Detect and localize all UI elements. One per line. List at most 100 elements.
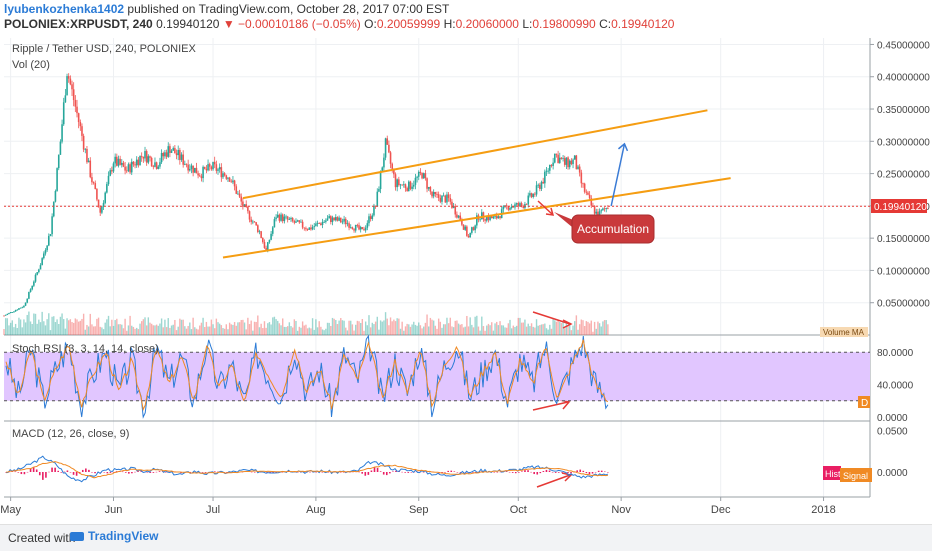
candle-body [281,214,284,222]
candle-body [510,206,513,209]
candle-body [122,162,125,167]
volume-bar [144,317,146,335]
candle-body [424,173,427,179]
volume-bar [411,324,413,335]
volume-bar [209,326,211,335]
volume-bar [117,324,120,335]
volume-bar [69,319,72,335]
volume-bar [607,324,609,335]
volume-bar [552,318,554,335]
histogram-bar [361,472,364,474]
x-tick-label: Sep [409,504,429,516]
candle-body [407,181,410,192]
chart-area[interactable]: Accumulation 0.45000000 0.40000000 0.35000… [0,32,932,524]
candle-body [57,154,60,169]
channel-upper-line[interactable] [242,109,708,200]
candle-body [193,167,196,173]
author-link[interactable]: lyubenkozhenka1402 [4,2,125,16]
volume-bar [378,329,380,335]
volume-bar [157,325,159,335]
volume-bar [155,324,158,335]
volume-bar [260,323,262,335]
tradingview-logo[interactable]: TradingView [70,529,158,543]
candle-body [519,203,521,207]
volume-bar [539,325,541,335]
histogram-bar [370,470,373,472]
volume-decline-arrow[interactable] [532,311,571,325]
candle-body [150,157,153,167]
volume-bar [331,317,334,335]
price-axis[interactable]: 0.45000000 0.40000000 0.35000000 0.30000000… [870,40,930,310]
candle-body [157,166,160,169]
volume-bar [185,328,188,335]
histogram-bar [20,472,23,475]
macd-axis[interactable]: 0.0500 0.0000 [877,426,908,479]
candle-body [343,218,345,222]
candle-body [522,205,525,209]
candle-body [139,155,141,166]
arrow-up-projection[interactable] [610,143,626,207]
candle-body [64,95,67,103]
histogram-bar [275,472,278,473]
histogram-bar [124,472,127,473]
candle-body [255,222,257,226]
volume-bar [159,323,161,335]
volume-bar [598,323,601,335]
macd-rise-arrow[interactable] [536,474,571,488]
candle-body [174,148,176,154]
candle-body [573,155,576,160]
volume-bar [71,322,73,335]
stoch-axis[interactable]: 80.0000 40.0000 0.0000 [877,348,914,424]
stoch-rise-arrow[interactable] [532,401,569,411]
candle-body [71,84,73,90]
chart-svg[interactable]: Accumulation 0.45000000 0.40000000 0.35000… [0,32,932,524]
candle-body [253,221,256,223]
candle-body [550,164,553,166]
candle-body [374,205,377,207]
candle-body [101,206,103,213]
volume-bar [486,325,488,335]
volume-bar [16,327,18,335]
candle-body [305,228,307,230]
histogram-bar [134,471,136,473]
volume-bar [348,320,350,335]
volume-bar [21,327,23,335]
accumulation-callout[interactable]: Accumulation [554,212,655,244]
volume-bar [290,326,292,335]
volume-bar [313,329,315,335]
candle-body [532,193,535,197]
volume-bar [150,323,153,335]
candle-body [23,305,25,308]
callout-box [571,214,655,244]
candle-body [446,194,448,203]
y-tick-label: 0.05000000 [877,299,930,310]
candle-body [91,177,93,183]
volume-bar [265,327,267,335]
volume-bar [530,323,533,335]
candle-body [361,227,364,230]
candle-body [81,126,83,136]
candle-body [205,168,208,171]
histogram-bar [342,472,345,473]
volume-bar [3,329,5,335]
volume-bar [393,319,395,335]
histogram-bar [600,470,603,472]
volume-bar [572,325,574,335]
volume-bar [462,327,465,335]
price-decline-arrow[interactable] [537,200,553,215]
candle-body [371,215,374,219]
candle-body [583,183,586,192]
candle-body [51,216,53,235]
volume-bar [554,320,556,335]
channel-lower-line[interactable] [222,177,731,259]
candle-body [273,219,276,228]
volume-bar [499,321,501,335]
histogram-bar [226,472,228,473]
candle-body [549,164,551,171]
time-axis[interactable]: May Jun Jul Aug Sep Oct Nov Dec 2018 [0,497,836,516]
histogram-bar [106,472,109,474]
callout-label: Accumulation [577,222,649,236]
volume-bar [218,323,221,335]
histogram-bar [514,472,517,474]
candle-body [43,253,45,259]
